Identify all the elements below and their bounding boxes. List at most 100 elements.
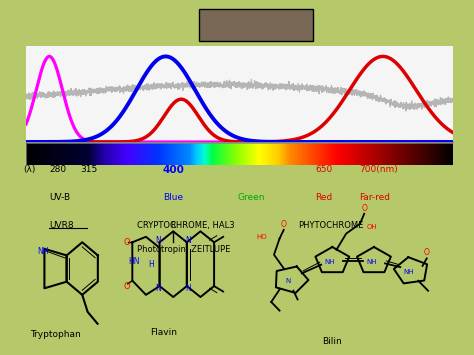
Bar (365, 143, 366, 165)
Bar (372, 143, 373, 165)
Bar (320, 143, 321, 165)
Bar (161, 143, 162, 165)
Bar (63, 143, 64, 165)
Bar (222, 143, 223, 165)
Bar (254, 143, 255, 165)
Bar (80, 143, 81, 165)
Bar (156, 143, 157, 165)
Bar (69, 143, 70, 165)
Bar (195, 143, 196, 165)
Bar (395, 143, 396, 165)
Bar (413, 143, 414, 165)
Bar (225, 143, 226, 165)
Bar (214, 143, 215, 165)
Bar (187, 143, 188, 165)
Bar (299, 143, 300, 165)
Bar (262, 143, 263, 165)
Text: N: N (155, 236, 161, 245)
Bar (152, 143, 153, 165)
Bar (345, 143, 346, 165)
Bar (246, 143, 247, 165)
Bar (126, 143, 127, 165)
Bar (167, 143, 168, 165)
Text: O: O (424, 248, 430, 257)
Bar (416, 143, 417, 165)
Bar (374, 143, 375, 165)
Bar (104, 143, 105, 165)
Bar (41, 143, 42, 165)
Bar (81, 143, 82, 165)
Bar (51, 143, 52, 165)
Bar (182, 143, 183, 165)
Bar (381, 143, 382, 165)
Bar (251, 143, 252, 165)
Bar (353, 143, 354, 165)
Bar (325, 143, 326, 165)
Bar (447, 143, 448, 165)
Bar (415, 143, 416, 165)
Bar (295, 143, 296, 165)
Bar (347, 143, 348, 165)
Bar (305, 143, 306, 165)
Bar (304, 143, 305, 165)
Bar (54, 143, 55, 165)
Text: O: O (281, 220, 287, 229)
Bar (138, 143, 139, 165)
Text: N: N (155, 284, 161, 293)
Bar (229, 143, 230, 165)
Bar (250, 143, 251, 165)
Text: N: N (285, 278, 291, 284)
Bar (269, 143, 270, 165)
Bar (417, 143, 418, 165)
Bar (166, 143, 167, 165)
Bar (39, 143, 40, 165)
Bar (103, 143, 104, 165)
Bar (33, 143, 34, 165)
Bar (277, 143, 278, 165)
Bar (208, 143, 209, 165)
Bar (202, 143, 203, 165)
Bar (309, 143, 310, 165)
Bar (183, 143, 184, 165)
Text: N: N (185, 236, 191, 245)
Bar (100, 143, 101, 165)
Bar (312, 143, 313, 165)
Text: O: O (362, 204, 367, 213)
Text: H: H (149, 260, 155, 269)
Bar (284, 143, 285, 165)
Bar (128, 143, 129, 165)
Bar (329, 143, 330, 165)
Text: Bilin: Bilin (322, 337, 342, 346)
Bar (64, 143, 65, 165)
Bar (154, 143, 155, 165)
Bar (62, 143, 63, 165)
Bar (343, 143, 344, 165)
Bar (108, 143, 109, 165)
Bar (321, 143, 322, 165)
Bar (252, 143, 253, 165)
Text: 650: 650 (316, 165, 333, 174)
Bar (342, 143, 343, 165)
Bar (95, 143, 96, 165)
Bar (355, 143, 356, 165)
Bar (92, 143, 93, 165)
Bar (449, 143, 450, 165)
Bar (135, 143, 136, 165)
Bar (263, 143, 264, 165)
Bar (349, 143, 350, 165)
Bar (317, 143, 318, 165)
Bar (296, 143, 297, 165)
Bar (260, 143, 261, 165)
Bar (157, 143, 158, 165)
Bar (175, 143, 176, 165)
Bar (228, 143, 229, 165)
Bar (405, 143, 406, 165)
Bar (375, 143, 376, 165)
Bar (330, 143, 331, 165)
Text: Phototropin, ZEITLUPE: Phototropin, ZEITLUPE (137, 245, 230, 253)
Bar (425, 143, 426, 165)
Bar (55, 143, 56, 165)
Text: 315: 315 (80, 165, 97, 174)
Bar (170, 143, 171, 165)
Bar (231, 143, 232, 165)
